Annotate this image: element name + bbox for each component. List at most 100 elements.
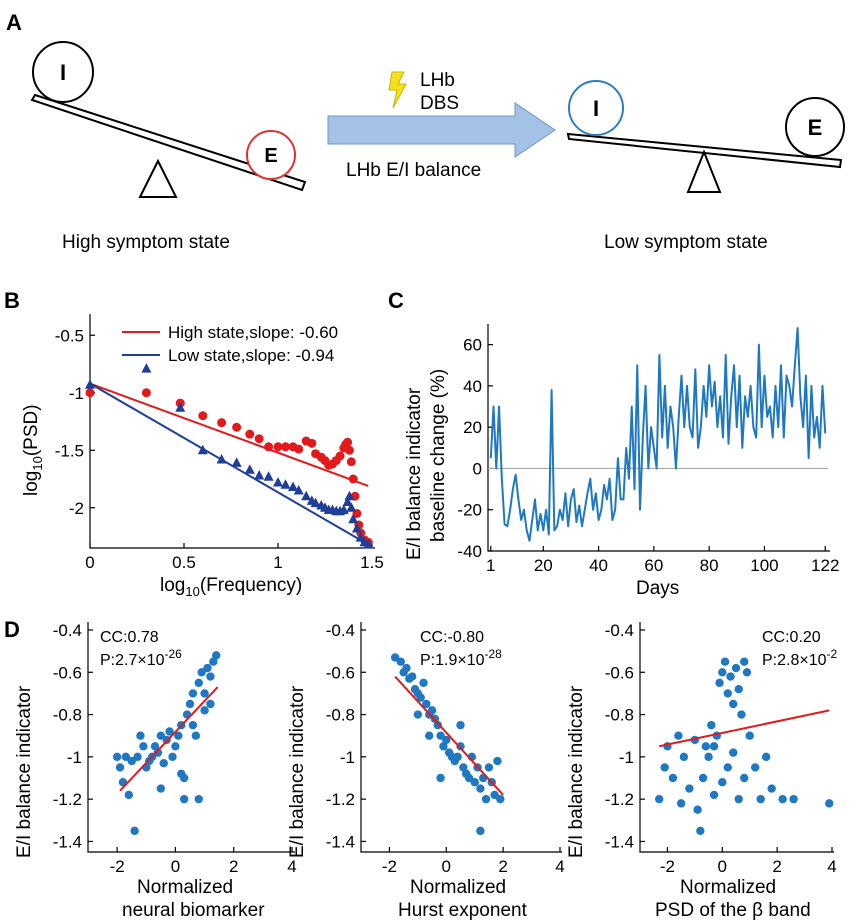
chart-d3-cc: CC:0.20 [762, 629, 821, 646]
chart-c-ytick-label: 40 [463, 377, 482, 396]
chart-b-ytick-label: -2 [69, 499, 84, 518]
left-seesaw: I E [30, 41, 307, 198]
chart-d3-fit-line [658, 709, 830, 748]
point-low [288, 481, 299, 492]
chart-d3-point [734, 685, 743, 694]
chart-d1-point [130, 826, 139, 836]
chart-d1-point [139, 742, 148, 751]
chart-d3-point [704, 752, 713, 762]
point-high [344, 445, 354, 455]
chart-d3-point [668, 773, 678, 783]
chart-d2-point [433, 720, 442, 730]
arrow-bottom-label: LHb E/I balance [346, 160, 481, 181]
point-high [348, 474, 358, 484]
chart-d2-ytick-label: -1 [340, 748, 355, 767]
chart-c-ylabel-line2: baseline change (%) [428, 369, 449, 542]
chart-d1-point [133, 752, 142, 762]
chart-d3-point [696, 826, 705, 836]
chart-d3-ytick-label: -1.4 [605, 832, 634, 851]
point-high [273, 442, 283, 452]
chart-d3-point [740, 657, 749, 666]
left-seesaw-beam [30, 93, 307, 192]
panel-d: D -2 0 2 4 -1.4 -1.2 -1 -0.8 -0.6 -0.4 CC:0.78 P:… [4, 617, 837, 921]
chart-d1-point [209, 657, 218, 666]
left-excitatory-weight [246, 130, 296, 180]
chart-c-ytick-label: -40 [457, 542, 482, 561]
chart-d3-point [693, 805, 702, 814]
point-high [307, 438, 317, 448]
chart-d1-point [200, 689, 209, 698]
chart-d3-ticks: -2 0 2 4 -1.4 -1.2 -1 -0.8 -0.6 -0.4 [605, 621, 837, 876]
point-low [293, 485, 304, 495]
left-i-label: I [60, 60, 66, 85]
transition-arrow: LHb DBS LHb E/I balance [327, 70, 556, 181]
chart-d2-point [496, 794, 505, 804]
point-low [280, 479, 291, 489]
chart-d3-point [715, 678, 724, 688]
point-low [348, 513, 359, 524]
right-e-label: E [808, 115, 823, 140]
chart-c-series-line [489, 327, 827, 542]
chart-d3-point [789, 794, 798, 804]
chart-c-xtick-label: 1 [486, 556, 495, 575]
chart-d2-point [402, 663, 411, 673]
chart-d3-point [698, 773, 708, 783]
chart-d1-p-base: P:2.7×10 [100, 652, 165, 669]
chart-d2-point [484, 763, 494, 772]
chart-c-xtick-label: 60 [644, 556, 663, 575]
point-low [263, 471, 274, 481]
point-high [245, 429, 255, 439]
chart-d1-point [194, 794, 203, 804]
point-low [141, 363, 152, 373]
chart-d1-xtick-label: 4 [287, 857, 296, 876]
point-high [335, 451, 345, 461]
chart-b-xlabel-main: log [160, 575, 185, 596]
chart-d3-p-exp: -2 [827, 647, 838, 661]
panel-b: B 0 0.5 1 1.5 -2 -1.5 -1 -0.5 High state,slope:… [4, 288, 384, 599]
chart-d1-point [200, 706, 209, 715]
right-excitatory-weight [785, 97, 845, 157]
chart-d2-point [407, 672, 417, 681]
point-high [217, 418, 227, 428]
chart-b-ylabel: log10(PSD) [21, 404, 45, 496]
chart-d2-xlabel-2: Hurst exponent [398, 900, 528, 921]
chart-d3-xtick-label: 0 [718, 857, 727, 876]
right-inhibitory-weight [568, 80, 624, 136]
chart-d3-point [709, 790, 719, 800]
chart-d2-point [436, 773, 445, 783]
chart-d2-point [425, 731, 434, 740]
chart-d2-point [481, 794, 491, 804]
chart-d3-point [674, 731, 683, 740]
chart-d1-point [206, 672, 215, 681]
point-low [342, 496, 353, 506]
chart-d2-point [456, 742, 465, 751]
chart-d3-point [761, 752, 771, 762]
chart-d2-point [470, 778, 479, 787]
chart-b-xtick-label: 1.5 [360, 553, 384, 572]
chart-d3-point [742, 668, 752, 677]
chart-d1-xtick-label: -2 [110, 857, 125, 876]
chart-d1-point [112, 752, 122, 762]
chart-c-ytick-label: 20 [463, 418, 482, 437]
fit-line-low [89, 382, 369, 546]
chart-d3-point [825, 799, 834, 808]
chart-b-ytick-label: -1 [69, 384, 84, 403]
chart-d1-point [171, 742, 180, 751]
chart-d1-point [177, 769, 186, 778]
chart-b-xlabel-rest: (Frequency) [200, 575, 302, 596]
point-low [363, 539, 374, 549]
point-low [344, 490, 355, 501]
point-low [273, 476, 283, 487]
chart-d3-point [709, 742, 719, 751]
chart-d1-point [188, 720, 198, 730]
chart-d3-p: P:2.8×10-2 [762, 647, 837, 669]
chart-d3-point [660, 763, 669, 772]
chart-d3-point [718, 668, 727, 677]
chart-d3-point [707, 720, 716, 730]
chart-d1-point [168, 752, 177, 762]
chart-d1-ytick-label: -1.2 [53, 790, 82, 809]
chart-d3-point [751, 763, 760, 772]
left-state-label: High symptom state [62, 232, 230, 253]
chart-c-ytick-label: -20 [457, 501, 482, 520]
right-state-label: Low symptom state [604, 232, 768, 253]
